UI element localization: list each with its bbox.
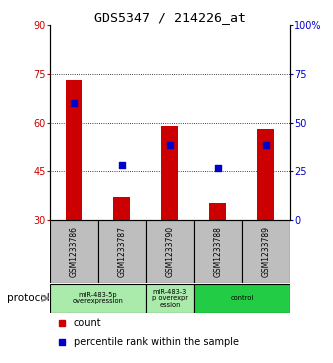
Text: GSM1233789: GSM1233789 bbox=[261, 226, 270, 277]
Text: protocol: protocol bbox=[7, 293, 50, 303]
Bar bbox=[50, 284, 146, 313]
Point bbox=[215, 165, 220, 171]
Bar bbox=[146, 220, 194, 283]
Text: percentile rank within the sample: percentile rank within the sample bbox=[74, 337, 239, 347]
Bar bbox=[194, 220, 242, 283]
Bar bbox=[257, 129, 274, 220]
Text: miR-483-5p
overexpression: miR-483-5p overexpression bbox=[73, 292, 123, 305]
Text: control: control bbox=[230, 295, 253, 301]
Bar bbox=[242, 220, 290, 283]
Title: GDS5347 / 214226_at: GDS5347 / 214226_at bbox=[94, 11, 246, 24]
Point bbox=[71, 100, 77, 106]
Point bbox=[263, 142, 268, 148]
Point bbox=[119, 162, 125, 168]
Bar bbox=[209, 204, 226, 220]
Text: miR-483-3
p overexpr
ession: miR-483-3 p overexpr ession bbox=[152, 289, 188, 308]
Point bbox=[167, 142, 172, 148]
Text: GSM1233787: GSM1233787 bbox=[117, 226, 127, 277]
Bar bbox=[146, 284, 194, 313]
Text: count: count bbox=[74, 318, 102, 328]
Bar bbox=[98, 220, 146, 283]
Text: GSM1233790: GSM1233790 bbox=[165, 226, 174, 277]
Bar bbox=[162, 126, 178, 220]
Bar bbox=[50, 220, 98, 283]
Bar bbox=[66, 81, 82, 220]
Bar bbox=[194, 284, 290, 313]
Text: GSM1233788: GSM1233788 bbox=[213, 226, 222, 277]
Text: GSM1233786: GSM1233786 bbox=[69, 226, 79, 277]
Bar bbox=[114, 197, 130, 220]
